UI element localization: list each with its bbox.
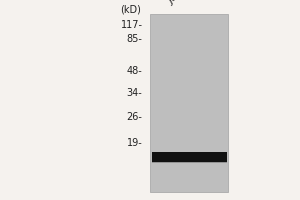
Bar: [152, 162, 226, 166]
Text: Jurkat: Jurkat: [167, 0, 197, 6]
Bar: [152, 162, 226, 164]
Bar: [152, 150, 226, 152]
Bar: [152, 152, 226, 162]
Bar: [152, 148, 226, 152]
Text: 34-: 34-: [127, 88, 142, 98]
Text: 48-: 48-: [127, 66, 142, 76]
Text: 19-: 19-: [127, 138, 142, 148]
Text: 85-: 85-: [127, 34, 142, 44]
Text: (kD): (kD): [120, 4, 141, 14]
Text: 26-: 26-: [127, 112, 142, 122]
Bar: [152, 162, 226, 168]
Text: 117-: 117-: [121, 20, 142, 30]
Bar: [152, 146, 226, 152]
Bar: [150, 14, 228, 192]
